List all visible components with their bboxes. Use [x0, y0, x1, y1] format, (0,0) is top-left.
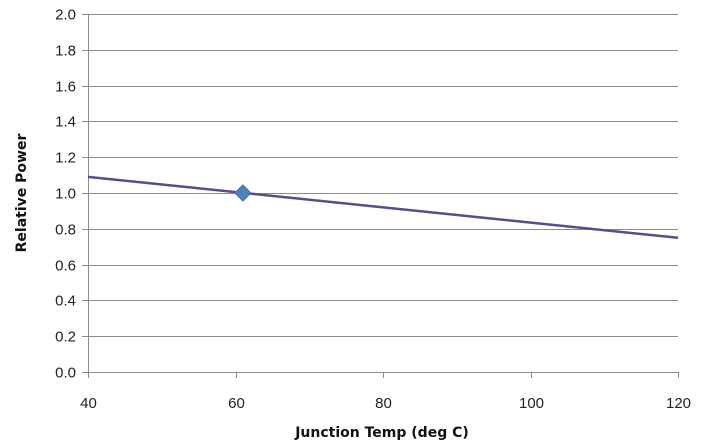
x-tick-labels: 40 60 80 100 120: [80, 395, 691, 412]
x-tick-label-0: 40: [80, 395, 97, 412]
y-tick-label-10: 2.0: [55, 7, 76, 24]
y-tick-label-6: 1.2: [55, 150, 76, 167]
data-series: [88, 177, 678, 238]
gridlines: [88, 15, 678, 337]
y-tick-label-0: 0.0: [55, 365, 76, 382]
x-tick-label-3: 100: [519, 395, 544, 412]
y-tick-label-7: 1.4: [55, 114, 76, 131]
y-tick-label-5: 1.0: [55, 186, 76, 203]
y-tick-label-8: 1.6: [55, 79, 76, 96]
data-point-diamond-0: [235, 185, 251, 201]
axes: [82, 14, 679, 378]
series-line-0: [88, 177, 678, 238]
y-tick-label-1: 0.2: [55, 329, 76, 346]
x-axis-title: Junction Temp (deg C): [294, 425, 469, 441]
y-tick-label-2: 0.4: [55, 293, 76, 310]
y-axis-title: Relative Power: [14, 134, 30, 253]
x-tick-label-1: 60: [228, 395, 245, 412]
x-tick-label-2: 80: [375, 395, 392, 412]
y-tick-label-9: 1.8: [55, 43, 76, 60]
x-tick-label-4: 120: [666, 395, 691, 412]
y-tick-labels: 0.0 0.2 0.4 0.6 0.8 1.0 1.2 1.4 1.6 1.8 2.0: [55, 7, 76, 382]
y-tick-label-4: 0.8: [55, 222, 76, 239]
y-tick-label-3: 0.6: [55, 258, 76, 275]
